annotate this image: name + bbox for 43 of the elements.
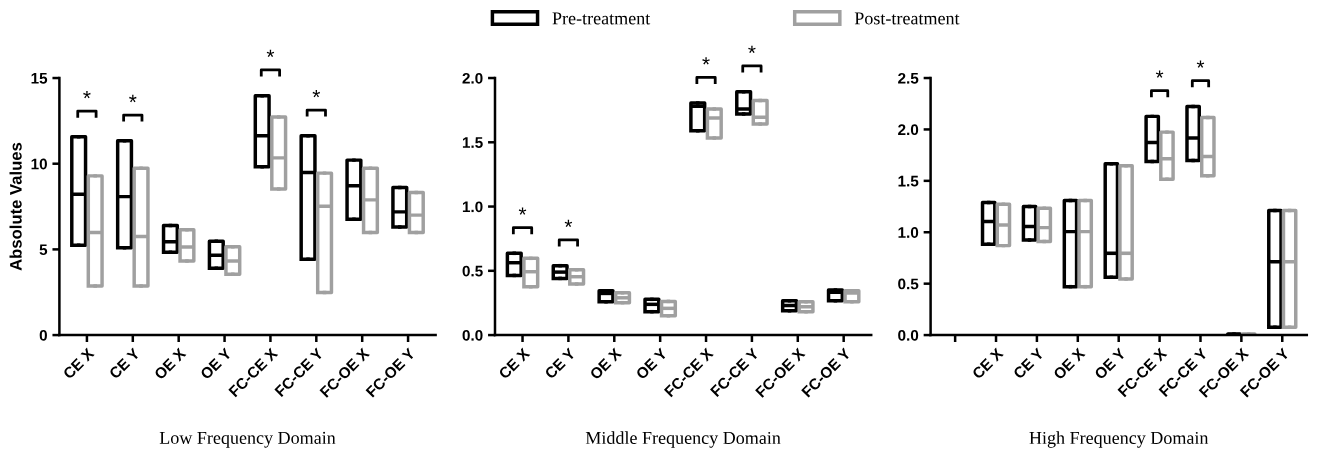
y-tick-label: 5 [39,244,48,256]
y-tick-label: 0.0 [462,329,483,341]
annotation: * [312,89,321,98]
y-tick-label: 10 [31,158,47,170]
x-tick-label: CE Y [108,347,141,380]
annotation: * [266,49,275,58]
x-tick-label: CE X [62,347,95,380]
y-tick-label: 1.0 [898,227,919,238]
x-axis-title: High Frequency Domain [1029,431,1209,448]
x-tick-label: OE Y [1093,347,1127,380]
y-tick-label: 2.5 [898,72,919,84]
y-tick-label: 0.0 [898,329,919,341]
y-axis-title: Absolute Values [9,142,22,271]
y-tick-label: 0 [39,329,47,341]
x-tick-label: CE X [498,347,531,380]
annotation: * [702,57,710,65]
x-tick-label: OE X [1052,347,1086,381]
legend-label: Pre-treatment [552,12,651,25]
y-tick-label: 1.0 [462,201,483,213]
y-tick-label: 1.5 [898,175,919,187]
y-tick-label: 1.5 [462,137,483,148]
annotation: * [129,94,137,103]
y-tick-label: 0.5 [898,278,919,290]
x-tick-label: CE X [971,347,1004,380]
annotation: * [83,90,91,99]
legend-label: Post-treatment [854,12,960,25]
x-tick-label: OE Y [635,347,668,380]
y-tick-label: 15 [31,73,48,84]
x-tick-label: OE X [153,347,187,381]
annotation: * [1196,60,1205,68]
annotation: * [518,207,527,215]
y-tick-label: 2.0 [462,72,483,84]
x-tick-label: CE Y [544,347,577,380]
x-tick-label: OE X [589,347,623,381]
x-tick-label: CE Y [1012,347,1045,380]
x-axis-title: Low Frequency Domain [159,431,336,448]
y-tick-label: 2.0 [898,124,919,136]
x-tick-label: OE Y [199,347,233,380]
annotation: * [748,45,756,54]
annotation: * [564,219,573,228]
annotation: * [1155,70,1164,78]
y-tick-label: 0.5 [462,265,483,277]
x-axis-title: Middle Frequency Domain [585,431,781,448]
